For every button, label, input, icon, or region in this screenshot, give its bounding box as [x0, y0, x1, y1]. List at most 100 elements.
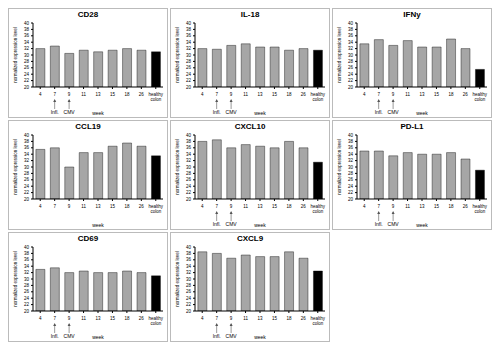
svg-text:Infl.: Infl. — [213, 221, 221, 227]
svg-text:28: 28 — [24, 59, 30, 64]
svg-text:healthycolon: healthycolon — [473, 92, 488, 102]
svg-text:week: week — [92, 110, 104, 116]
svg-text:26: 26 — [463, 92, 469, 97]
svg-text:32: 32 — [186, 270, 192, 275]
svg-text:week: week — [92, 222, 104, 228]
svg-text:28: 28 — [348, 171, 354, 176]
svg-text:40: 40 — [186, 21, 192, 26]
svg-text:7: 7 — [215, 316, 218, 321]
svg-text:week: week — [416, 110, 428, 116]
svg-text:healthycolon: healthycolon — [149, 92, 164, 102]
svg-text:15: 15 — [110, 204, 116, 209]
svg-text:9: 9 — [230, 316, 233, 321]
svg-text:18: 18 — [448, 92, 454, 97]
svg-text:18: 18 — [286, 204, 292, 209]
svg-text:Infl.: Infl. — [213, 333, 221, 339]
svg-text:18: 18 — [124, 92, 130, 97]
svg-text:Infl.: Infl. — [51, 333, 59, 339]
svg-text:26: 26 — [301, 316, 307, 321]
svg-text:38: 38 — [24, 139, 30, 144]
svg-text:28: 28 — [186, 59, 192, 64]
svg-text:32: 32 — [186, 158, 192, 163]
svg-text:30: 30 — [24, 277, 30, 282]
svg-text:healthycolon: healthycolon — [311, 204, 326, 214]
svg-text:36: 36 — [186, 33, 192, 38]
svg-text:CMV: CMV — [226, 221, 238, 227]
svg-text:28: 28 — [348, 59, 354, 64]
svg-text:36: 36 — [24, 257, 30, 262]
svg-text:24: 24 — [24, 72, 30, 77]
svg-text:36: 36 — [186, 257, 192, 262]
svg-text:26: 26 — [24, 65, 30, 70]
svg-text:11: 11 — [81, 92, 86, 97]
svg-text:22: 22 — [24, 302, 30, 307]
svg-text:20: 20 — [186, 309, 192, 314]
svg-text:13: 13 — [257, 316, 263, 321]
svg-text:38: 38 — [186, 27, 192, 32]
svg-text:26: 26 — [463, 204, 469, 209]
svg-text:CMV: CMV — [226, 333, 238, 339]
svg-text:24: 24 — [24, 296, 30, 301]
svg-text:40: 40 — [24, 245, 30, 250]
svg-text:26: 26 — [186, 289, 192, 294]
svg-text:15: 15 — [272, 92, 278, 97]
svg-text:Infl.: Infl. — [213, 109, 221, 115]
svg-text:20: 20 — [348, 197, 354, 202]
svg-text:36: 36 — [24, 33, 30, 38]
svg-text:11: 11 — [405, 92, 410, 97]
svg-text:34: 34 — [24, 264, 30, 269]
svg-text:15: 15 — [110, 92, 116, 97]
svg-text:11: 11 — [243, 204, 248, 209]
svg-text:healthycolon: healthycolon — [473, 204, 488, 214]
svg-text:week: week — [254, 110, 266, 116]
svg-text:34: 34 — [24, 40, 30, 45]
svg-text:34: 34 — [186, 264, 192, 269]
svg-text:13: 13 — [419, 204, 425, 209]
svg-text:28: 28 — [186, 171, 192, 176]
svg-text:11: 11 — [243, 92, 248, 97]
svg-text:9: 9 — [392, 204, 395, 209]
svg-text:4: 4 — [201, 316, 204, 321]
svg-text:week: week — [416, 222, 428, 228]
svg-text:11: 11 — [243, 316, 248, 321]
svg-text:24: 24 — [186, 296, 192, 301]
svg-text:normalized expression level: normalized expression level — [13, 27, 18, 83]
svg-text:36: 36 — [348, 145, 354, 150]
svg-text:40: 40 — [24, 21, 30, 26]
svg-text:15: 15 — [272, 316, 278, 321]
svg-text:7: 7 — [53, 204, 56, 209]
svg-text:30: 30 — [348, 165, 354, 170]
svg-text:20: 20 — [24, 309, 30, 314]
svg-text:healthycolon: healthycolon — [149, 204, 164, 214]
svg-text:36: 36 — [348, 33, 354, 38]
svg-text:28: 28 — [24, 171, 30, 176]
svg-text:healthycolon: healthycolon — [149, 316, 164, 326]
svg-text:15: 15 — [434, 204, 440, 209]
svg-text:26: 26 — [139, 204, 145, 209]
svg-text:24: 24 — [24, 184, 30, 189]
svg-text:22: 22 — [348, 190, 354, 195]
svg-text:26: 26 — [186, 65, 192, 70]
svg-text:38: 38 — [24, 27, 30, 32]
svg-text:26: 26 — [348, 177, 354, 182]
svg-text:7: 7 — [53, 316, 56, 321]
svg-text:healthycolon: healthycolon — [311, 316, 326, 326]
svg-text:18: 18 — [124, 204, 130, 209]
svg-text:34: 34 — [348, 40, 354, 45]
svg-text:20: 20 — [24, 197, 30, 202]
svg-text:24: 24 — [348, 72, 354, 77]
svg-text:34: 34 — [186, 40, 192, 45]
svg-text:week: week — [254, 334, 266, 340]
svg-text:CMV: CMV — [64, 333, 76, 339]
svg-text:18: 18 — [286, 316, 292, 321]
svg-text:22: 22 — [186, 190, 192, 195]
svg-text:7: 7 — [215, 204, 218, 209]
svg-text:30: 30 — [24, 165, 30, 170]
svg-text:26: 26 — [186, 177, 192, 182]
svg-text:9: 9 — [68, 92, 71, 97]
svg-text:13: 13 — [257, 92, 263, 97]
svg-text:9: 9 — [68, 204, 71, 209]
svg-text:34: 34 — [24, 152, 30, 157]
svg-text:9: 9 — [230, 92, 233, 97]
svg-text:normalized expression level: normalized expression level — [175, 251, 180, 307]
